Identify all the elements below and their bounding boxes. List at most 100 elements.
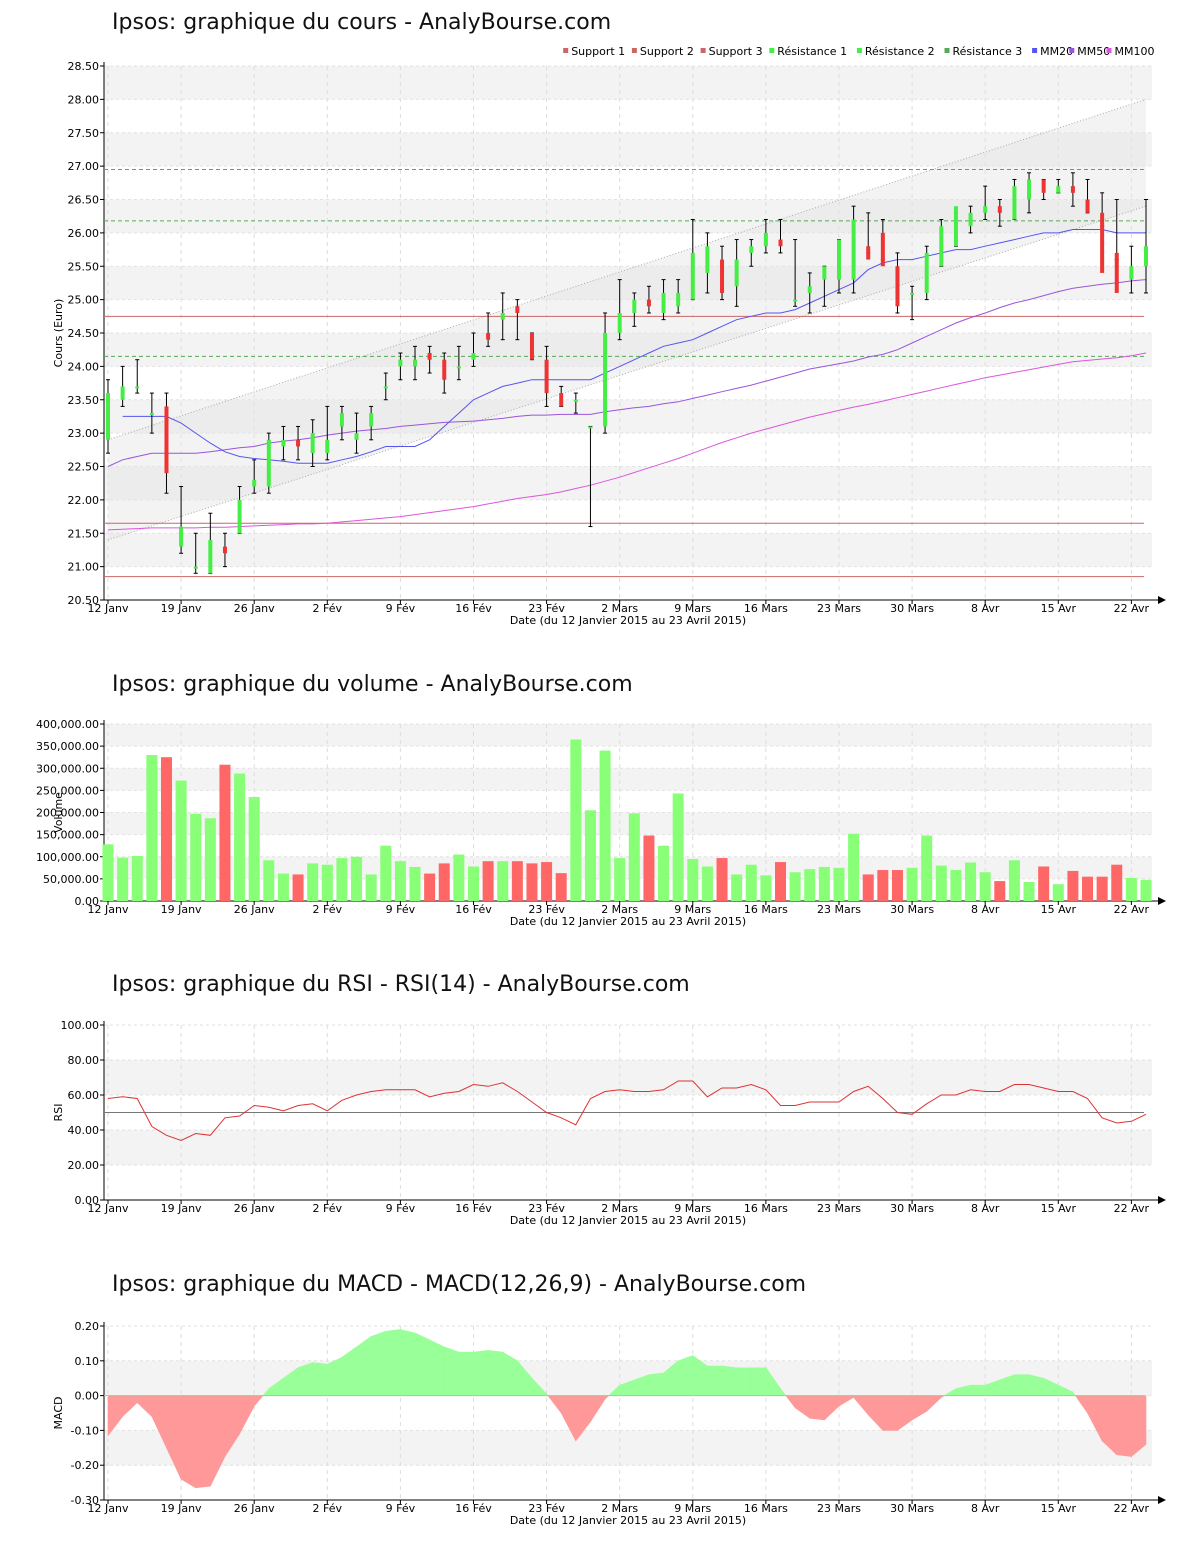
price-ytick-label: 22.50: [68, 461, 100, 474]
macd-negative-area: [911, 1395, 928, 1421]
volume-bar: [584, 810, 596, 901]
legend-label: MM100: [1115, 45, 1155, 58]
macd-positive-area: [443, 1346, 460, 1396]
volume-bar: [497, 861, 509, 901]
candle-body: [836, 239, 841, 280]
rsi-xtick-label: 16 Mars: [744, 1202, 788, 1215]
candle-body: [822, 266, 827, 280]
volume-bar: [117, 857, 129, 901]
rsi-xtick-label: 8 Avr: [971, 1202, 1000, 1215]
volume-bar: [453, 854, 465, 901]
volume-bar: [131, 855, 143, 901]
price-band: [104, 333, 1152, 367]
macd-band: [104, 1430, 1152, 1466]
volume-bar: [921, 835, 933, 901]
volume-ytick-label: 300,000.00: [36, 762, 99, 775]
volume-xtick-label: 12 Janv: [88, 903, 129, 916]
price-channel-upper: [107, 98, 1147, 441]
volume-bar: [979, 872, 991, 901]
candle-body: [1070, 186, 1075, 193]
volume-bar: [1082, 876, 1094, 901]
candle-body: [369, 413, 374, 427]
candle-body: [866, 246, 871, 260]
volume-bar: [277, 873, 289, 901]
candle-body: [486, 333, 491, 340]
candle-body: [281, 439, 286, 447]
macd-negative-area: [136, 1395, 153, 1418]
candle-body: [1144, 246, 1148, 267]
volume-bar: [380, 845, 392, 901]
macd-xtick-label: 16 Fév: [455, 1502, 492, 1515]
candle-body: [895, 266, 900, 307]
macd-xtick-label: 2 Fév: [313, 1502, 343, 1515]
volume-bar: [1023, 881, 1035, 901]
macd-ytick-label: -0.20: [71, 1459, 99, 1472]
volume-bar: [336, 858, 348, 901]
volume-bar: [891, 870, 903, 901]
legend-label: Résistance 2: [865, 45, 935, 58]
volume-bar: [804, 869, 816, 901]
volume-bar: [1038, 866, 1050, 901]
macd-ytick-label: 0.20: [75, 1320, 100, 1333]
volume-xtick-label: 9 Mars: [674, 903, 711, 916]
macd-positive-area: [341, 1346, 357, 1396]
macd-positive-area: [385, 1329, 401, 1396]
volume-bar: [146, 754, 158, 901]
volume-bar: [716, 858, 728, 901]
price-band: [104, 399, 1152, 434]
rsi-ytick-label: 100.00: [61, 1019, 100, 1032]
volume-bar: [394, 861, 406, 901]
volume-bar: [950, 870, 962, 901]
candle-body: [778, 239, 783, 247]
macd-ylabel: MACD: [52, 1397, 65, 1430]
candle-body: [720, 259, 725, 293]
volume-bar: [292, 874, 304, 901]
candle-body: [573, 399, 578, 402]
rsi-xtick-label: 26 Janv: [234, 1202, 275, 1215]
price-xtick-label: 8 Avr: [971, 602, 1000, 615]
macd-negative-area: [794, 1395, 811, 1419]
candle-body: [705, 246, 710, 273]
volume-ytick-label: 50,000.00: [43, 873, 99, 886]
candle-body: [1027, 179, 1032, 200]
macd-negative-area: [195, 1395, 211, 1489]
volume-bar: [541, 862, 553, 901]
volume-ytick-label: 200,000.00: [36, 807, 99, 820]
candle-body: [413, 359, 418, 367]
macd-ytick-label: -0.30: [71, 1494, 99, 1507]
macd-xtick-label: 23 Mars: [817, 1502, 861, 1515]
candle-body: [603, 333, 608, 427]
volume-bar: [994, 881, 1006, 901]
volume-bar: [263, 860, 275, 901]
mm20-line: [122, 229, 1146, 464]
candle-body: [807, 286, 812, 293]
volume-bar: [526, 863, 538, 901]
macd-positive-area: [487, 1350, 504, 1396]
candle-body: [1056, 186, 1061, 193]
macd-negative-area: [239, 1395, 255, 1435]
price-xtick-label: 9 Mars: [674, 602, 711, 615]
macd-negative-area: [253, 1395, 264, 1407]
candle-body: [1012, 186, 1017, 220]
volume-chart-block: Ipsos: graphique du volume - AnalyBourse…: [0, 660, 1200, 940]
candle-body: [222, 546, 227, 554]
macd-positive-area: [458, 1351, 474, 1396]
candle-body: [456, 366, 461, 369]
candle-body: [690, 252, 695, 300]
volume-bar: [818, 866, 830, 901]
macd-xtick-label: 26 Janv: [234, 1502, 275, 1515]
volume-xtick-label: 19 Janv: [161, 903, 202, 916]
candle-body: [793, 299, 798, 302]
price-band: [104, 199, 1152, 233]
volume-bar: [789, 872, 801, 901]
volume-xtick-label: 2 Fév: [313, 903, 343, 916]
volume-chart-title: Ipsos: graphique du volume - AnalyBourse…: [112, 672, 633, 697]
rsi-xtick-label: 9 Mars: [674, 1202, 711, 1215]
candle-body: [383, 386, 388, 389]
price-chart-block: Ipsos: graphique du cours - AnalyBourse.…: [0, 0, 1200, 640]
price-ytick-label: 27.00: [68, 160, 100, 173]
price-xtick-label: 16 Mars: [744, 602, 788, 615]
volume-xtick-label: 23 Fév: [528, 903, 565, 916]
candle-body: [1114, 252, 1119, 293]
legend-swatch: [944, 48, 950, 53]
